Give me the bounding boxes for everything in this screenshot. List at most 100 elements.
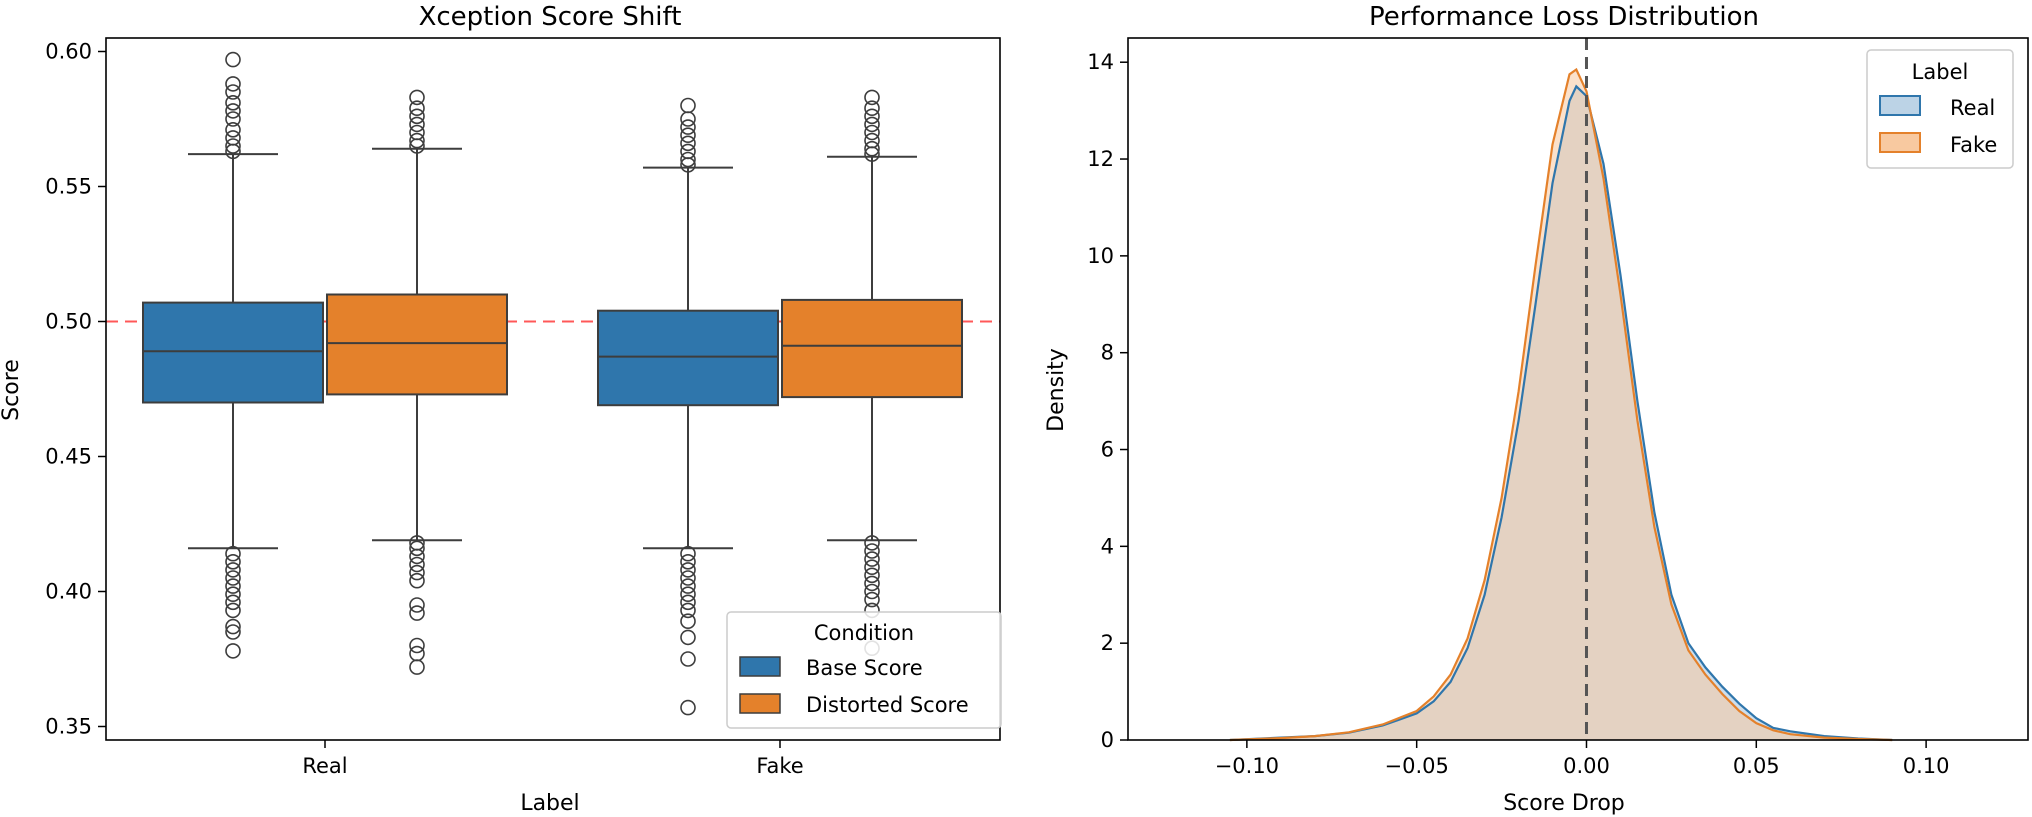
outlier-point	[680, 651, 696, 667]
outlier-point	[225, 594, 241, 611]
density-line-real	[1229, 84, 1893, 742]
outlier-point	[225, 553, 241, 570]
x-tick-label-real: Real	[302, 754, 347, 778]
outlier-point	[864, 591, 880, 608]
outlier-point	[680, 553, 696, 570]
legend-label-base-score: Base Score	[806, 656, 923, 680]
outlier-point	[680, 151, 696, 168]
outlier-point	[225, 624, 241, 640]
outlier-point	[864, 89, 880, 106]
density-plot-x-axis-label: Score Drop	[1503, 791, 1625, 816]
outlier-point	[225, 103, 241, 119]
outlier-point	[225, 578, 241, 594]
x-tick-label-fake: Fake	[756, 754, 803, 778]
y-tick-label: 0.45	[45, 445, 92, 469]
outlier-point	[225, 122, 241, 138]
outlier-point	[225, 84, 241, 100]
y-tick-label: 0.55	[45, 175, 92, 199]
y-tick-label: 0	[1101, 728, 1114, 752]
outlier-point	[680, 562, 696, 578]
outlier-point	[680, 570, 696, 586]
iqr-box	[142, 301, 324, 404]
outlier-point	[409, 108, 425, 125]
y-tick-label: 10	[1087, 244, 1114, 268]
y-tick-label: 0.50	[45, 310, 92, 334]
condition-legend: Condition Base Score Distorted Score	[726, 611, 1002, 729]
x-tick-label: −0.10	[1215, 754, 1279, 778]
legend-swatch-distorted-score	[739, 693, 781, 714]
box-distorted-score-real	[326, 89, 508, 675]
legend-frame	[726, 611, 1002, 729]
outlier-point	[409, 116, 425, 133]
x-tick-label: 0.00	[1563, 754, 1610, 778]
density-fill-fake	[1229, 69, 1893, 740]
legend-swatch-base-score	[739, 656, 781, 677]
outlier-point	[225, 138, 241, 154]
outlier-point	[864, 140, 880, 157]
legend-label-distorted-score: Distorted Score	[806, 693, 969, 717]
legend-swatch-fake	[1879, 132, 1921, 153]
outlier-point	[680, 699, 696, 716]
outlier-point	[409, 540, 425, 557]
outlier-point	[864, 551, 880, 567]
outlier-point	[680, 578, 696, 594]
outlier-point	[409, 548, 425, 565]
x-tick-label: 0.10	[1903, 754, 1950, 778]
density-plot-y-axis-label: Density	[1044, 348, 1069, 432]
box-plot-panel: Xception Score Shift Label Score 0.35 0.…	[0, 2, 1002, 816]
outlier-point	[225, 143, 241, 160]
outlier-point	[225, 562, 241, 578]
y-tick-label: 0.35	[45, 715, 92, 739]
outlier-point	[409, 89, 425, 106]
iqr-box	[781, 298, 963, 399]
outlier-point	[409, 132, 425, 149]
outlier-point	[864, 100, 880, 116]
outlier-point	[409, 556, 425, 573]
density-plot-area	[1229, 38, 1893, 742]
box-plot-y-axis-label: Score	[0, 359, 24, 421]
outlier-point	[864, 116, 880, 133]
density-plot-panel: Performance Loss Distribution Score Drop…	[1044, 2, 2029, 816]
y-tick-label: 12	[1087, 147, 1114, 171]
x-tick-label: 0.05	[1733, 754, 1780, 778]
legend-label-real: Real	[1950, 96, 1995, 120]
x-tick-label: −0.05	[1384, 754, 1448, 778]
outlier-point	[680, 135, 696, 152]
outlier-point	[680, 594, 696, 611]
outlier-point	[225, 51, 241, 68]
outlier-point	[409, 659, 425, 675]
iqr-box	[326, 293, 508, 396]
outlier-point	[409, 572, 425, 589]
outlier-point	[225, 545, 241, 562]
outlier-point	[680, 111, 696, 127]
outlier-point	[680, 545, 696, 562]
outlier-point	[225, 618, 241, 635]
legend-label-fake: Fake	[1950, 133, 1997, 157]
y-tick-label: 2	[1101, 631, 1114, 655]
density-line-fake	[1229, 67, 1893, 742]
outlier-point	[864, 559, 880, 576]
outlier-point	[864, 108, 880, 125]
outlier-point	[409, 138, 425, 154]
box-base-score-fake	[597, 97, 779, 716]
outlier-point	[225, 95, 241, 111]
legend-title: Condition	[814, 621, 914, 645]
density-plot-frame	[1127, 37, 2029, 741]
box-plot-title: Xception Score Shift	[419, 2, 682, 32]
outlier-point	[680, 602, 696, 619]
outlier-point	[680, 157, 696, 173]
y-tick-label: 4	[1101, 534, 1114, 558]
outlier-point	[409, 637, 425, 654]
y-tick-label: 6	[1101, 438, 1114, 462]
outlier-point	[680, 613, 696, 630]
outlier-point	[864, 535, 880, 551]
outlier-point	[680, 629, 696, 646]
legend-title: Label	[1912, 60, 1969, 84]
iqr-box	[597, 309, 779, 407]
y-tick-label: 8	[1101, 341, 1114, 365]
outlier-point	[225, 643, 241, 659]
outlier-point	[409, 597, 425, 613]
box-distorted-score-fake	[781, 89, 963, 657]
box-plot-x-axis-label: Label	[520, 791, 579, 816]
